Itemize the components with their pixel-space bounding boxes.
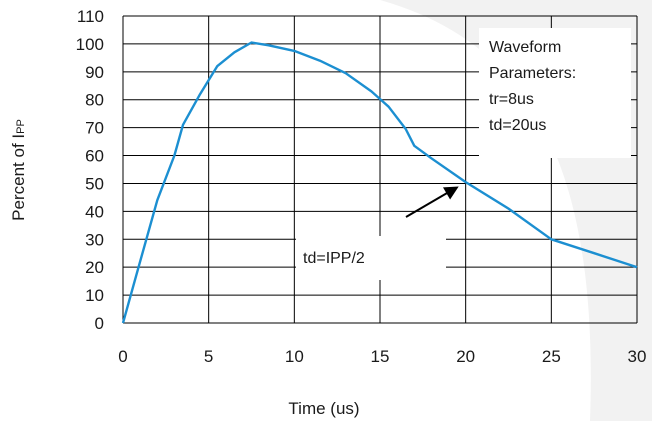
x-tick-label: 25 [542, 347, 561, 366]
y-axis-title-main: Percent of I [9, 134, 28, 221]
y-tick-label: 30 [85, 230, 104, 249]
tick-labels: 0 10 20 30 40 50 60 70 80 90 100 110 0 5 10 15 20 25 30 [76, 7, 647, 366]
td-label: td=IPP/2 [303, 250, 365, 267]
x-tick-label: 10 [285, 347, 304, 366]
parameters-text-line: td=20us [489, 117, 546, 134]
y-tick-label: 100 [76, 35, 104, 54]
y-tick-label: 70 [85, 119, 104, 138]
x-tick-label: 5 [204, 347, 213, 366]
x-tick-label: 30 [628, 347, 647, 366]
y-tick-label: 50 [85, 174, 104, 193]
x-tick-label: 20 [456, 347, 475, 366]
x-tick-label: 0 [118, 347, 127, 366]
x-axis-title: Time (us) [288, 399, 359, 418]
y-tick-label: 20 [85, 258, 104, 277]
td-label-box [296, 236, 446, 280]
y-tick-label: 90 [85, 63, 104, 82]
y-tick-label: 80 [85, 91, 104, 110]
td-arrow-head [443, 186, 459, 200]
y-tick-label: 10 [85, 286, 104, 305]
y-tick-label: 110 [77, 7, 104, 26]
y-axis-title: Percent of IPP [9, 119, 28, 221]
series-layer [121, 41, 638, 324]
annotations: Waveform Parameters: tr=8us td=20us td=IPP/2 [303, 39, 576, 267]
x-tick-label: 15 [371, 347, 390, 366]
y-tick-label: 60 [85, 147, 104, 166]
y-axis-title-subscript: PP [15, 119, 27, 134]
y-tick-label: 0 [95, 314, 104, 333]
parameters-box [479, 28, 631, 158]
parameters-text-line: Waveform [489, 39, 561, 56]
parameters-text-line: tr=8us [489, 91, 534, 108]
td-arrow-line [405, 190, 451, 218]
parameters-text-line: Parameters: [489, 65, 576, 82]
y-tick-label: 40 [85, 202, 104, 221]
annotation-boxes [296, 28, 631, 280]
